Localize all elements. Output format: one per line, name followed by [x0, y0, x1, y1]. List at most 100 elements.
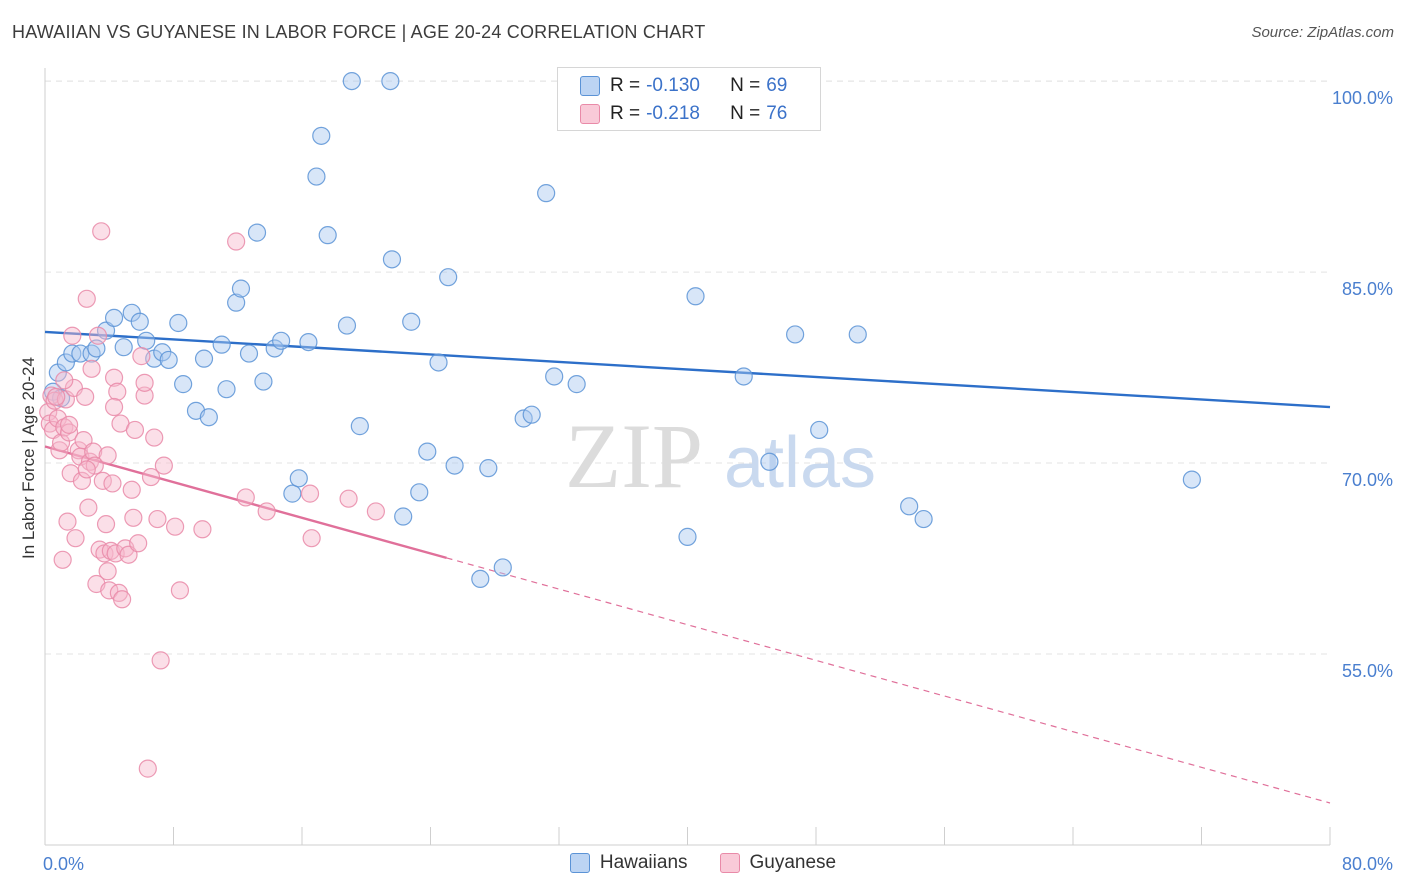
point-guyanese-54	[148, 509, 167, 529]
point-hawaiians-37	[337, 316, 357, 335]
y-tick-label-3: 55.0%	[1342, 661, 1393, 681]
legend-swatch-guyanese-bottom	[719, 853, 740, 873]
point-guyanese-8	[53, 550, 72, 569]
axes	[44, 68, 1331, 846]
point-guyanese-30	[92, 222, 111, 241]
legend-label-hawaiians: Hawaiians	[599, 852, 688, 873]
point-hawaiians-13	[137, 331, 156, 350]
point-hawaiians-43	[402, 312, 421, 331]
point-hawaiians-23	[217, 380, 236, 399]
point-guyanese-61	[236, 488, 255, 507]
point-guyanese-52	[141, 467, 161, 487]
point-guyanese-69	[82, 359, 101, 378]
trend-guyanese-dashed	[446, 557, 1331, 804]
legend-r-value-hawaiians: -0.130	[646, 75, 700, 96]
point-hawaiians-51	[493, 558, 512, 577]
point-guyanese-72	[98, 446, 117, 465]
point-guyanese-66	[366, 502, 385, 521]
point-guyanese-71	[47, 387, 66, 406]
data-points	[39, 71, 1201, 778]
point-hawaiians-49	[471, 569, 490, 589]
point-guyanese-64	[302, 529, 321, 548]
point-guyanese-40	[108, 382, 127, 401]
point-hawaiians-40	[381, 71, 400, 91]
point-guyanese-34	[98, 562, 117, 581]
point-hawaiians-46	[429, 353, 448, 372]
trend-hawaiians-solid	[44, 330, 1331, 409]
point-guyanese-6	[50, 441, 69, 460]
point-hawaiians-6	[82, 344, 101, 363]
point-guyanese-67	[104, 397, 124, 417]
point-hawaiians-22	[212, 335, 231, 354]
point-hawaiians-27	[247, 223, 267, 242]
x-tick-labels: 0.0% 80.0%	[43, 854, 1393, 874]
point-hawaiians-9	[104, 308, 124, 328]
point-hawaiians-15	[153, 343, 172, 362]
point-guyanese-75	[55, 371, 74, 390]
watermark: ZIP atlas	[565, 405, 876, 507]
watermark-zip: ZIP	[565, 405, 703, 507]
x-tick-label-max: 80.0%	[1342, 854, 1393, 874]
point-guyanese-68	[135, 373, 154, 392]
point-hawaiians-41	[382, 250, 402, 269]
point-hawaiians-48	[445, 456, 464, 475]
point-guyanese-58	[170, 581, 190, 600]
y-tick-label-2: 70.0%	[1342, 470, 1393, 490]
point-guyanese-23	[79, 498, 98, 517]
point-hawaiians-50	[479, 459, 498, 478]
point-hawaiians-3	[56, 353, 75, 372]
point-guyanese-65	[339, 489, 358, 508]
point-guyanese-28	[88, 326, 108, 345]
point-hawaiians-45	[418, 442, 437, 461]
legend-n-value-hawaiians: 69	[766, 75, 788, 96]
point-guyanese-62	[257, 502, 276, 521]
y-tick-label-0: 100.0%	[1332, 88, 1393, 108]
point-hawaiians-20	[194, 349, 214, 368]
point-guyanese-70	[59, 415, 79, 434]
point-hawaiians-66	[914, 509, 933, 529]
legend-item-guyanese[interactable]: Guyanese	[719, 852, 837, 874]
legend-item-hawaiians[interactable]: Hawaiians	[569, 852, 688, 874]
point-hawaiians-39	[350, 417, 369, 436]
point-guyanese-74	[124, 508, 143, 527]
point-guyanese-22	[77, 289, 96, 308]
point-hawaiians-32	[289, 469, 308, 488]
point-hawaiians-10	[114, 338, 133, 357]
legend-row-guyanese: R = -0.218 N = 76	[580, 101, 787, 127]
point-guyanese-51	[138, 759, 157, 778]
y-tick-labels: 100.0% 85.0% 70.0% 55.0%	[1332, 88, 1393, 681]
point-guyanese-25	[84, 442, 103, 461]
legend-n-label-guyanese: N =	[730, 103, 761, 124]
point-guyanese-36	[101, 541, 120, 560]
point-hawaiians-47	[439, 268, 458, 287]
legend-r-value-guyanese: -0.218	[646, 103, 700, 124]
point-guyanese-73	[77, 460, 96, 479]
point-guyanese-39	[106, 544, 125, 563]
point-guyanese-16	[66, 529, 85, 548]
point-hawaiians-12	[130, 312, 149, 331]
point-guyanese-48	[129, 534, 148, 553]
point-hawaiians-42	[394, 507, 413, 526]
point-hawaiians-59	[734, 367, 753, 386]
legend-label-guyanese: Guyanese	[749, 852, 837, 873]
point-guyanese-11	[58, 512, 77, 531]
watermark-atlas: atlas	[724, 423, 876, 503]
point-guyanese-33	[96, 515, 116, 534]
point-guyanese-21	[76, 387, 95, 406]
source-label: Source: ZipAtlas.com	[1251, 24, 1394, 41]
point-guyanese-12	[59, 423, 79, 442]
gridlines	[45, 80, 1330, 655]
point-hawaiians-25	[231, 279, 251, 298]
point-guyanese-60	[227, 232, 246, 251]
point-guyanese-56	[154, 456, 173, 475]
point-guyanese-37	[103, 474, 122, 493]
series-legend: Hawaiians Guyanese	[0, 852, 1406, 874]
point-guyanese-9	[55, 418, 74, 437]
chart-title: HAWAIIAN VS GUYANESE IN LABOR FORCE | AG…	[12, 22, 706, 42]
y-axis-label: In Labor Force | Age 20-24	[19, 357, 38, 559]
point-hawaiians-54	[537, 184, 556, 203]
legend-r-label-hawaiians: R =	[610, 75, 641, 96]
point-guyanese-17	[69, 441, 88, 460]
point-hawaiians-53	[522, 405, 541, 424]
point-hawaiians-62	[786, 325, 805, 344]
